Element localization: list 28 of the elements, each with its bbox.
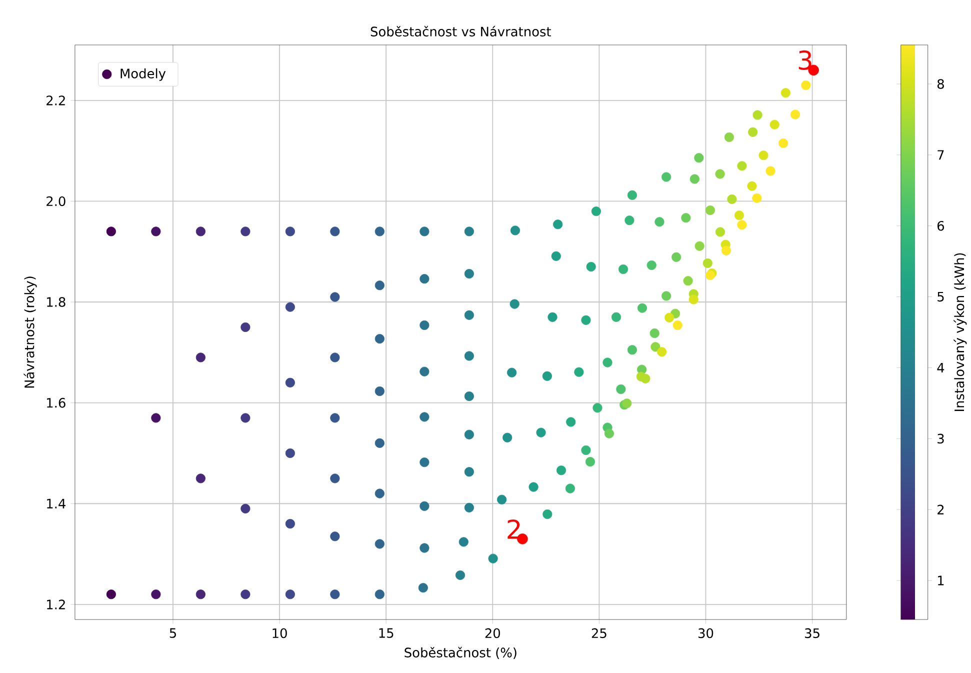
x-tick-label: 30 — [698, 628, 714, 638]
annotation: 2 — [508, 520, 520, 539]
x-tick-label: 35 — [805, 628, 820, 638]
x-tick-label: 10 — [272, 628, 287, 638]
y-tick-label: 1.4 — [47, 499, 66, 509]
color-bar-label: 1 — [938, 576, 944, 586]
y-tick-label: 1.2 — [47, 600, 65, 610]
color-bar-label: 2 — [938, 505, 944, 515]
color-bar-label: 8 — [937, 79, 944, 90]
annotation: 3 — [798, 50, 812, 70]
y-axis-title: Návratnost (roky) — [24, 276, 37, 388]
x-tick-label: 25 — [592, 628, 606, 638]
color-bar-label: 7 — [938, 150, 944, 160]
x-tick-label: 15 — [379, 628, 394, 638]
y-tick-label: 1.6 — [47, 398, 66, 408]
y-tick-label: 2.0 — [46, 196, 66, 206]
color-bar-label: 4 — [937, 363, 944, 373]
color-bar-title: Instalovaný výkon (kWh) — [954, 254, 967, 412]
x-axis-title: Soběstačnost (%) — [404, 647, 516, 660]
y-tick-label: 2.2 — [46, 96, 65, 106]
y-tick-label: 1.8 — [47, 297, 66, 308]
x-tick-label: 5 — [170, 628, 176, 638]
chart-title: Soběstačnost vs Návratnost — [370, 26, 552, 37]
color-bar-label: 3 — [938, 434, 944, 444]
color-bar-label: 6 — [938, 221, 944, 231]
x-tick-label: 20 — [485, 628, 500, 638]
legend-label: Modely — [120, 68, 166, 82]
color-bar-label: 5 — [938, 292, 944, 302]
